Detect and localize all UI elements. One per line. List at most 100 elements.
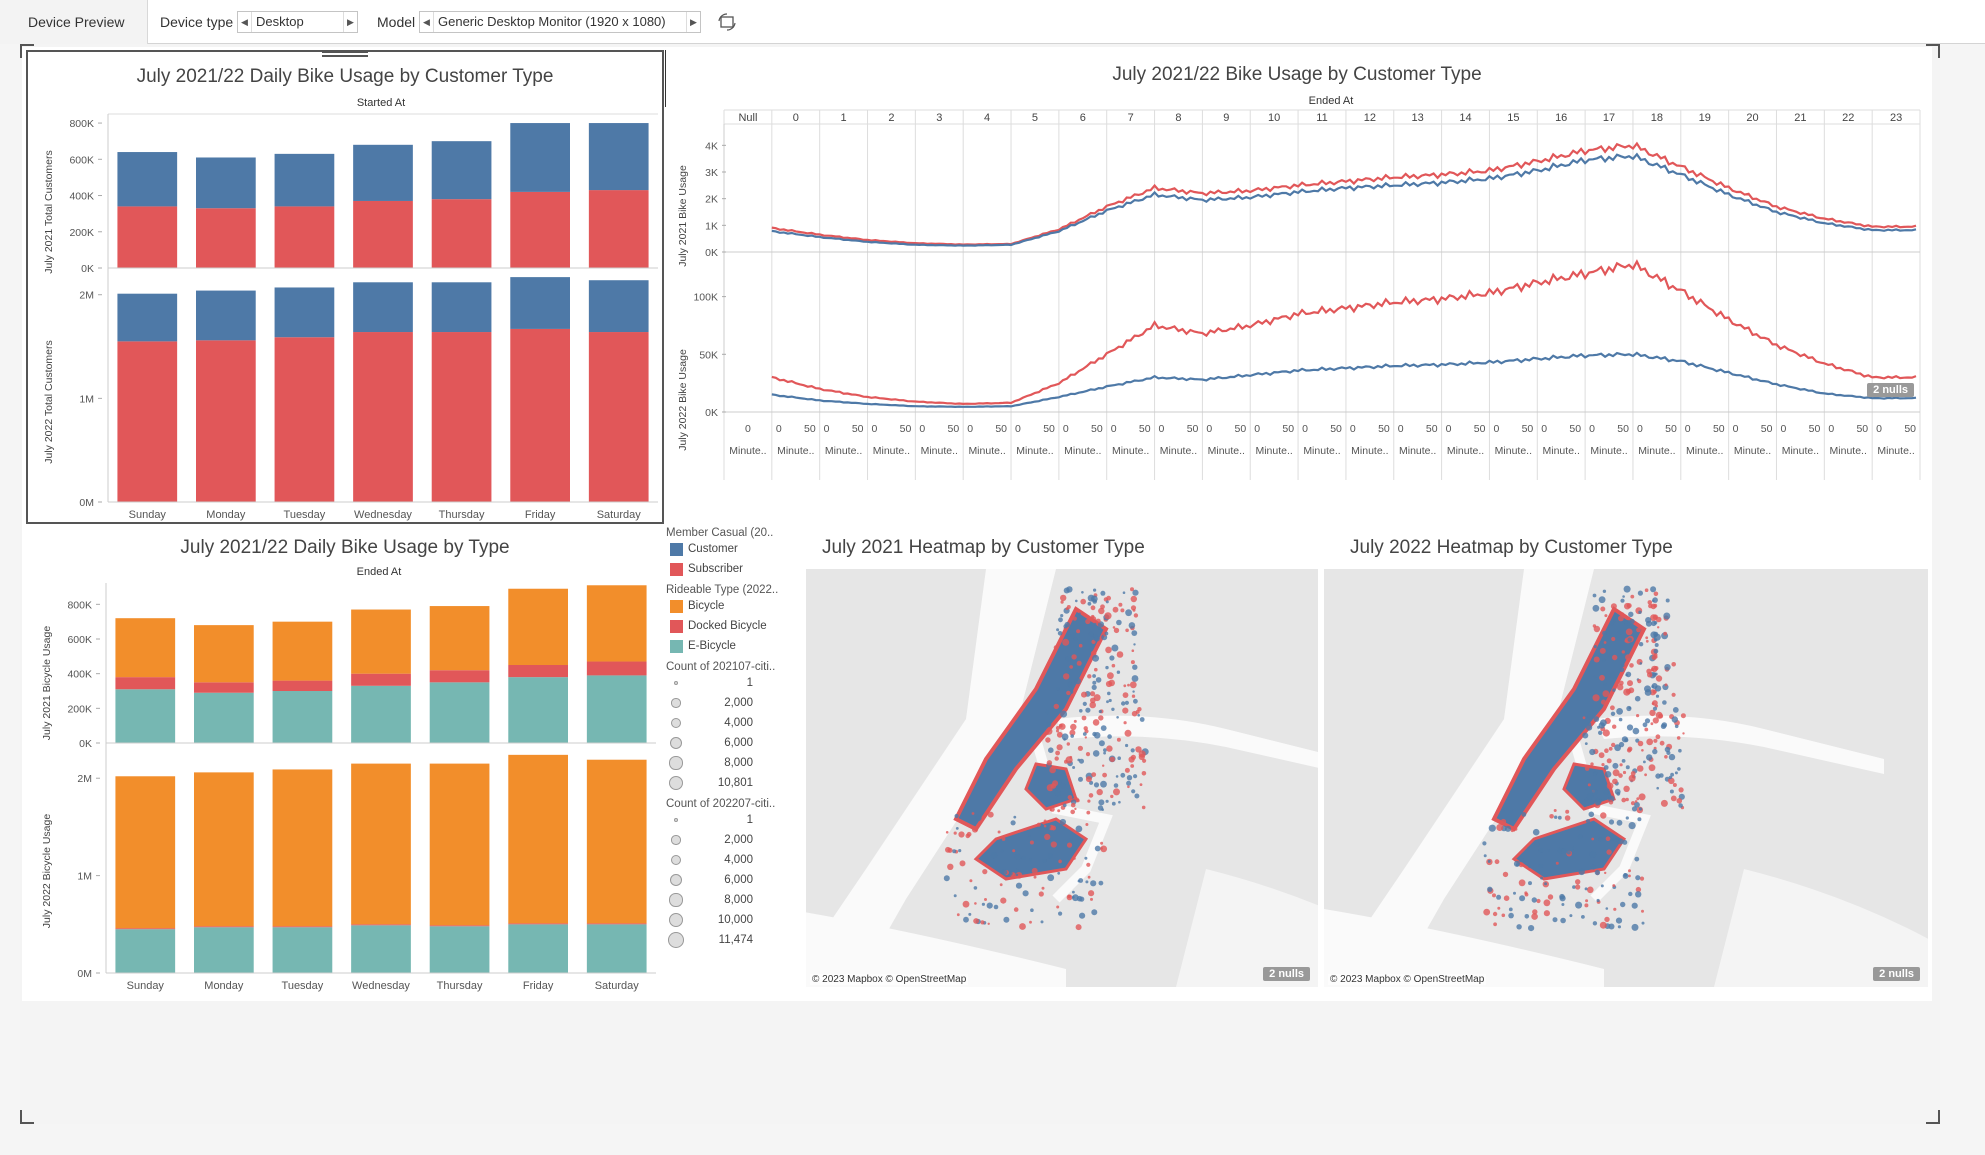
daily-type-panel[interactable]: July 2021/22 Daily Bike Usage by Type En… — [26, 527, 664, 997]
station-dot — [1531, 897, 1537, 903]
station-dot — [1655, 773, 1661, 779]
legend-title: Count of 202107-citi.. — [666, 661, 776, 673]
station-dot — [1137, 714, 1140, 717]
station-dot — [1122, 692, 1129, 698]
station-dot — [1636, 765, 1644, 772]
station-dot — [1628, 822, 1636, 830]
station-dot — [1036, 822, 1041, 827]
model-select[interactable]: ◀ Generic Desktop Monitor (1920 x 1080) … — [419, 11, 701, 33]
minute-label: Minute.. — [968, 445, 1005, 457]
station-dot — [1527, 846, 1530, 850]
manhattan-cluster — [1491, 606, 1647, 832]
station-dot — [1082, 732, 1087, 736]
chevron-left-icon[interactable]: ◀ — [420, 12, 434, 32]
hour-label: 10 — [1268, 112, 1280, 124]
rotate-icon[interactable] — [716, 12, 738, 32]
station-dot — [1566, 850, 1571, 855]
station-dot — [1116, 737, 1121, 742]
station-dot — [1620, 901, 1626, 908]
station-dot — [1092, 654, 1100, 662]
station-dot — [986, 902, 993, 909]
station-dot — [1078, 643, 1083, 648]
legend-item-subscriber[interactable]: Subscriber — [666, 559, 796, 579]
minute-label: Minute.. — [1495, 445, 1532, 457]
station-dot — [1104, 612, 1112, 620]
station-dot — [1122, 707, 1129, 714]
bar-docked-bicycle — [194, 682, 254, 693]
station-dot — [1647, 600, 1653, 605]
bar-e-bicycle — [272, 691, 333, 743]
map-2021-panel[interactable]: July 2021 Heatmap by Customer Type © 202… — [794, 527, 1322, 999]
station-dot — [1118, 800, 1121, 804]
hour-label: 3 — [936, 112, 942, 124]
station-dot — [1534, 841, 1540, 848]
station-dot — [1590, 762, 1594, 766]
day-label: Sunday — [127, 980, 165, 992]
y-tick-label: 0K — [81, 263, 94, 275]
legend-label: Docked Bicycle — [688, 620, 767, 632]
bar-e-bicycle — [351, 685, 411, 743]
nulls-indicator[interactable]: 2 nulls — [1867, 383, 1914, 397]
station-dot — [975, 814, 982, 822]
station-dot — [1589, 748, 1596, 756]
drag-handle[interactable] — [322, 51, 368, 57]
size-circle — [670, 717, 682, 729]
bar-docked-bicycle — [429, 670, 490, 683]
station-dot — [1528, 925, 1535, 932]
map-2022-panel[interactable]: July 2022 Heatmap by Customer Type © 202… — [1322, 527, 1932, 999]
station-dot — [1631, 902, 1638, 909]
station-dot — [1657, 626, 1660, 629]
station-dot — [1655, 694, 1660, 698]
station-dot — [1133, 643, 1136, 646]
nulls-indicator[interactable]: 2 nulls — [1873, 967, 1920, 981]
device-type-select[interactable]: ◀ Desktop ▶ — [237, 11, 358, 33]
bar-customer — [353, 144, 413, 201]
station-dot — [1052, 721, 1056, 725]
station-dot — [1653, 631, 1659, 637]
station-dot — [1513, 860, 1521, 867]
size-circle — [670, 854, 682, 866]
station-dot — [1664, 755, 1668, 759]
station-dot — [1641, 909, 1644, 913]
station-dot — [1131, 789, 1136, 794]
bar-subscriber — [510, 191, 570, 268]
chevron-left-icon[interactable]: ◀ — [238, 12, 252, 32]
station-dot — [1603, 682, 1608, 687]
station-dot — [1608, 800, 1614, 805]
device-preview-tab[interactable]: Device Preview — [0, 0, 148, 44]
bar-bicycle — [429, 763, 490, 926]
station-dot — [1483, 854, 1487, 858]
daily-customer-panel[interactable]: July 2021/22 Daily Bike Usage by Custome… — [26, 50, 664, 524]
station-dot — [1091, 639, 1096, 644]
y-axis-label: July 2022 Bicycle Usage — [41, 814, 53, 929]
station-dot — [1056, 731, 1063, 738]
station-dot — [1569, 914, 1573, 918]
chevron-right-icon[interactable]: ▶ — [686, 12, 700, 32]
legend-item-customer[interactable]: Customer — [666, 539, 796, 559]
minute-tick: 50 — [1378, 423, 1390, 435]
minute-label: Minute.. — [1303, 445, 1340, 457]
map-2021[interactable]: © 2023 Mapbox © OpenStreetMap 2 nulls — [806, 569, 1318, 987]
station-dot — [1618, 717, 1623, 722]
station-dot — [1646, 754, 1653, 761]
station-dot — [1575, 879, 1581, 885]
device-preview-toolbar: Device Preview Device type ◀ Desktop ▶ M… — [0, 0, 1985, 44]
bar-e-bicycle — [351, 925, 411, 973]
minute-tick: 50 — [948, 423, 960, 435]
hour-label: 17 — [1603, 112, 1615, 124]
bar-docked-bicycle — [508, 665, 568, 678]
station-dot — [1662, 700, 1667, 705]
map-2022[interactable]: © 2023 Mapbox © OpenStreetMap 2 nulls — [1324, 569, 1928, 987]
station-dot — [1012, 849, 1016, 853]
y-axis-label: July 2022 Bike Usage — [677, 349, 689, 451]
station-dot — [1057, 871, 1061, 875]
legend-item-docked-bicycle[interactable]: Docked Bicycle — [666, 616, 796, 636]
chevron-right-icon[interactable]: ▶ — [343, 12, 357, 32]
hourly-panel[interactable]: July 2021/22 Bike Usage by Customer Type… — [666, 50, 1928, 524]
legend-item-bicycle[interactable]: Bicycle — [666, 596, 796, 616]
station-dot — [1084, 736, 1087, 739]
station-dot — [1135, 746, 1142, 753]
station-dot — [982, 869, 988, 875]
legend-item-e-bicycle[interactable]: E-Bicycle — [666, 636, 796, 656]
nulls-indicator[interactable]: 2 nulls — [1263, 967, 1310, 981]
